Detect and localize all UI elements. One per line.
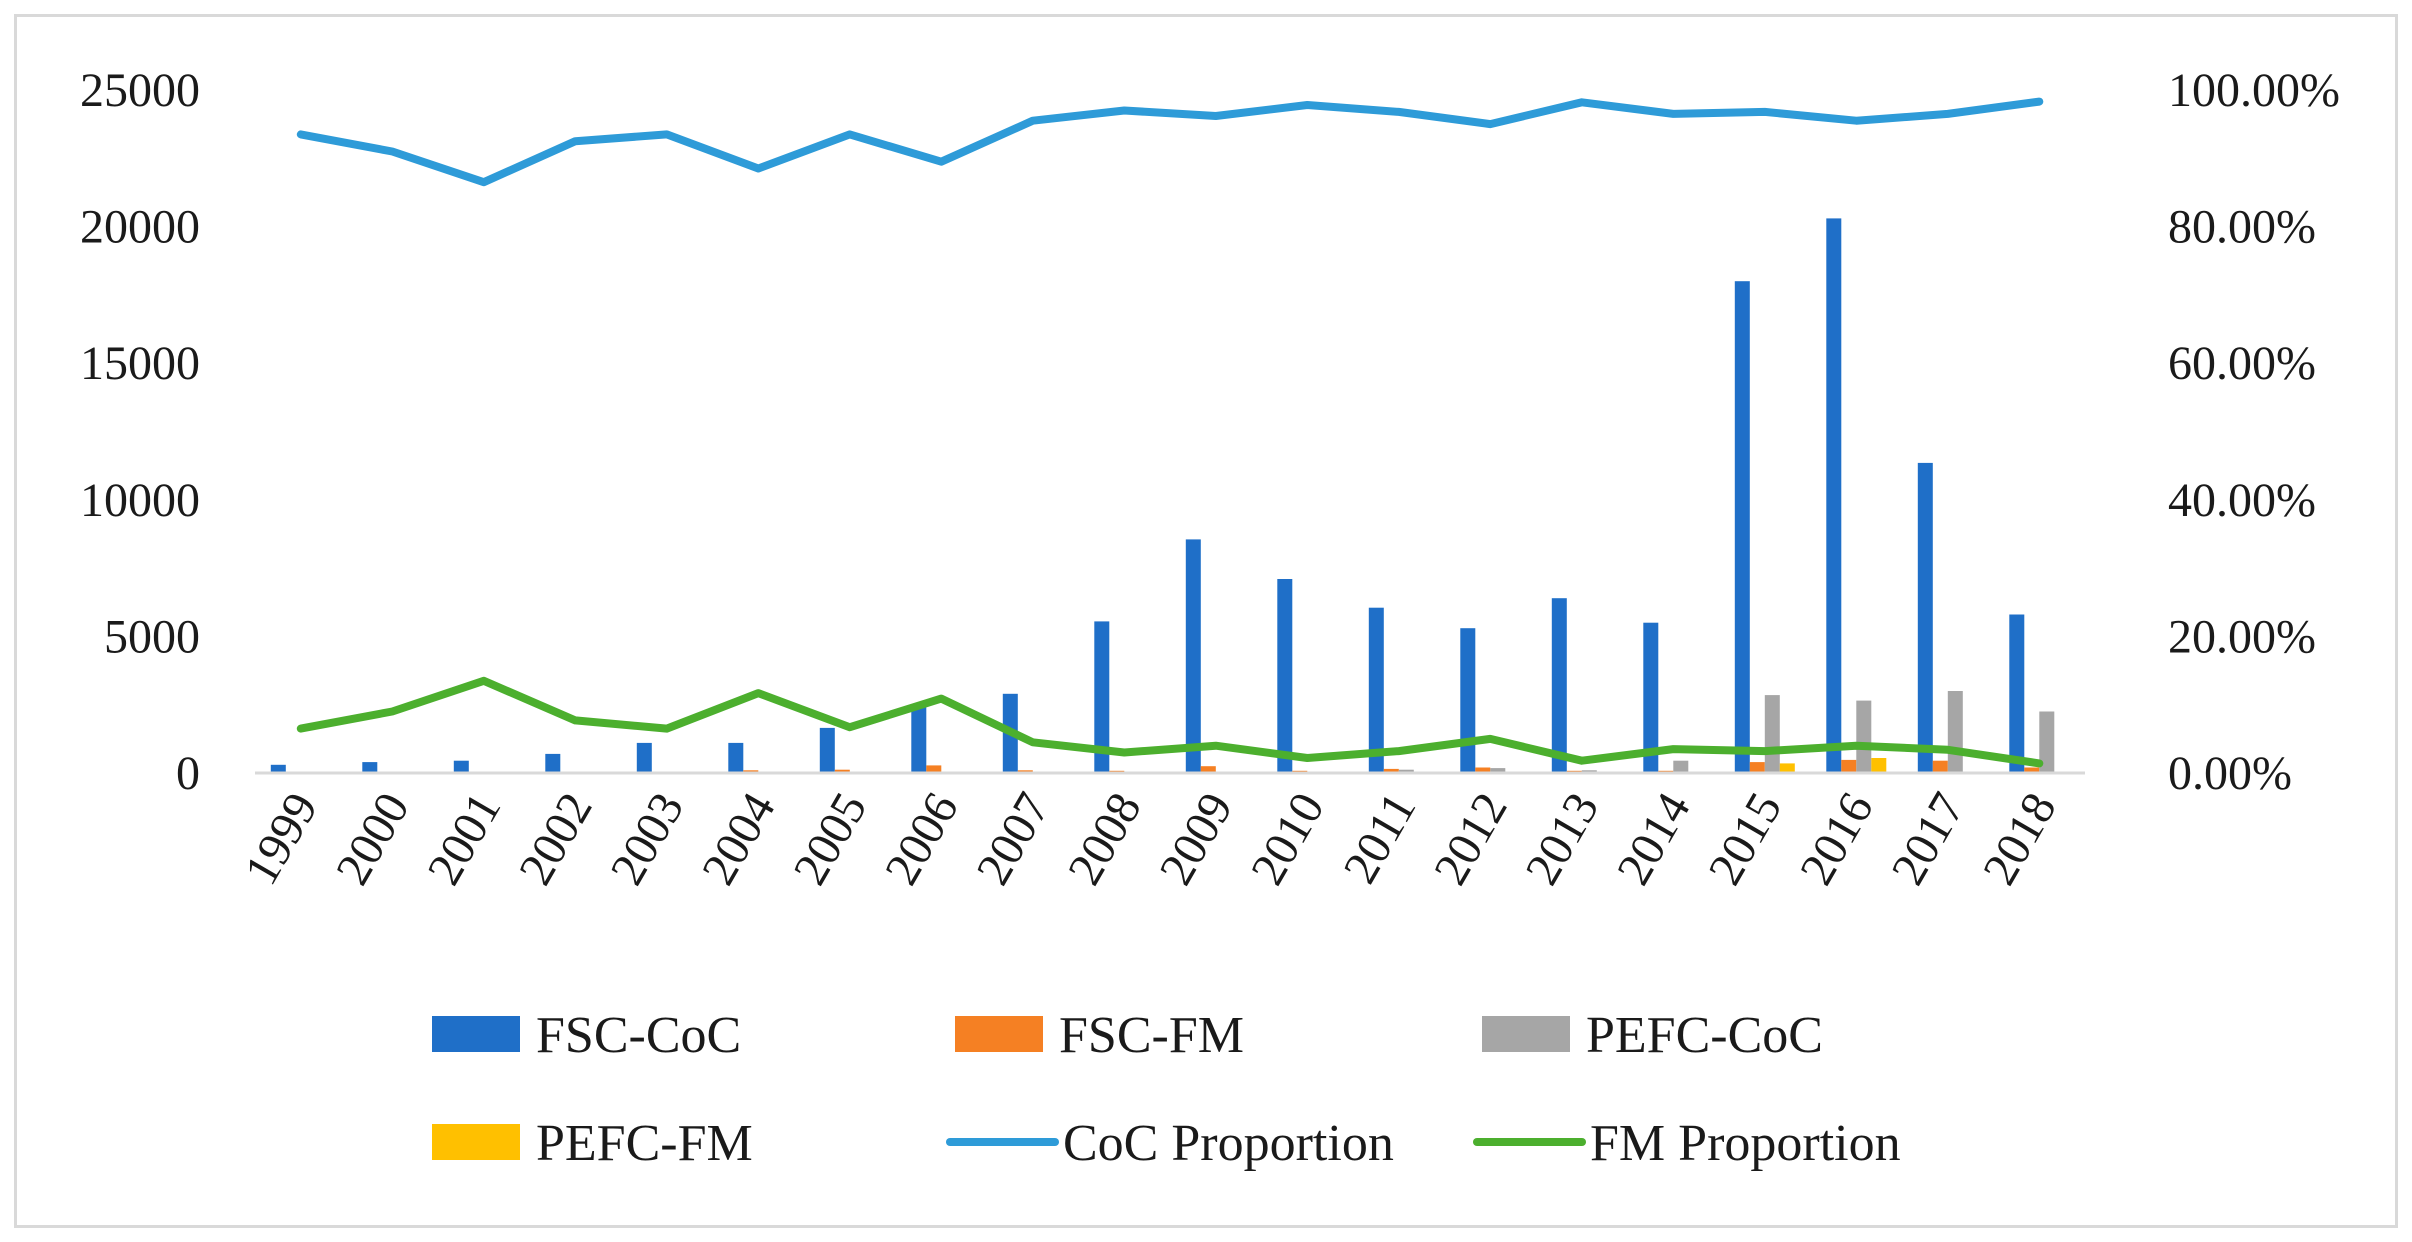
bar-pefc-coc-2016 xyxy=(1856,700,1872,773)
bar-fsc-coc-2010 xyxy=(1277,579,1293,773)
y2-tick-label: 0.00% xyxy=(2168,747,2292,800)
y-tick-label: 10000 xyxy=(80,474,200,527)
bar-fsc-fm-2016 xyxy=(1841,759,1857,773)
y-tick-label: 5000 xyxy=(104,610,200,663)
x-tick-label-2000: 2000 xyxy=(326,784,420,894)
bar-fsc-fm-2005 xyxy=(834,769,850,773)
bar-pefc-coc-2014 xyxy=(1673,760,1689,773)
line-coc-proportion xyxy=(296,97,2044,187)
y-tick-label: 15000 xyxy=(80,337,200,390)
legend-label-fsc-fm: FSC-FM xyxy=(1059,1007,1244,1064)
x-tick-label-2007: 2007 xyxy=(966,784,1060,894)
bar-fsc-coc-2003 xyxy=(636,742,652,773)
x-tick-label-2004: 2004 xyxy=(692,784,786,894)
x-tick-label-2005: 2005 xyxy=(783,784,877,894)
bar-pefc-fm-2015 xyxy=(1779,763,1795,773)
bar-fsc-fm-2006 xyxy=(926,765,942,773)
bar-fsc-coc-2014 xyxy=(1643,622,1659,773)
bar-fsc-coc-2012 xyxy=(1460,628,1476,773)
y-tick-label: 25000 xyxy=(80,64,200,117)
x-tick-label-2003: 2003 xyxy=(600,784,694,894)
x-tick-label-2015: 2015 xyxy=(1698,784,1792,894)
y2-tick-label: 40.00% xyxy=(2168,474,2316,527)
bar-fsc-coc-2016 xyxy=(1826,218,1842,773)
bar-fsc-coc-2000 xyxy=(362,762,378,773)
x-tick-label-2008: 2008 xyxy=(1058,784,1152,894)
legend-swatch-pefc-fm xyxy=(432,1124,520,1160)
legend: FSC-CoC FSC-FM PEFC-CoC PEFC-FM CoC Proporti… xyxy=(432,1007,1901,1172)
bar-fsc-coc-2006 xyxy=(911,707,927,773)
x-tick-label-2014: 2014 xyxy=(1607,784,1701,894)
bar-fsc-coc-1999 xyxy=(270,764,286,773)
lines-layer xyxy=(296,97,2044,768)
legend-label-coc-proportion: CoC Proportion xyxy=(1063,1115,1394,1172)
legend-swatch-fsc-fm xyxy=(955,1016,1043,1052)
bar-fsc-coc-2013 xyxy=(1551,598,1567,773)
x-axis-ticks: 1999200020012002200320042005200620072008… xyxy=(234,784,2066,894)
legend-label-pefc-fm: PEFC-FM xyxy=(536,1115,753,1172)
y2-tick-label: 60.00% xyxy=(2168,337,2316,390)
bar-fsc-fm-2017 xyxy=(1932,760,1948,773)
bar-fsc-coc-2008 xyxy=(1094,621,1110,773)
bar-fsc-coc-2001 xyxy=(453,760,469,773)
y-tick-label: 20000 xyxy=(80,201,200,254)
bar-pefc-coc-2011 xyxy=(1398,769,1414,773)
bars-layer xyxy=(270,218,2055,773)
bar-pefc-fm-2016 xyxy=(1871,758,1887,773)
bar-fsc-coc-2002 xyxy=(545,753,561,773)
bar-fsc-coc-2017 xyxy=(1917,462,1933,773)
bar-fsc-coc-2018 xyxy=(2009,614,2025,773)
y2-axis-ticks: 0.00% 20.00% 40.00% 60.00% 80.00% 100.00% xyxy=(2168,64,2340,800)
y-axis-ticks: 0 5000 10000 15000 20000 25000 xyxy=(80,64,200,800)
x-tick-label-2009: 2009 xyxy=(1149,784,1243,894)
legend-label-fsc-coc: FSC-CoC xyxy=(536,1007,741,1064)
chart-frame xyxy=(14,14,2398,1228)
y2-tick-label: 80.00% xyxy=(2168,201,2316,254)
x-tick-label-2002: 2002 xyxy=(509,784,603,894)
bar-fsc-coc-2015 xyxy=(1734,281,1750,773)
bar-fsc-coc-2005 xyxy=(819,727,835,773)
bar-fsc-coc-2009 xyxy=(1185,539,1201,773)
x-tick-label-2017: 2017 xyxy=(1881,784,1975,894)
legend-label-pefc-coc: PEFC-CoC xyxy=(1586,1007,1823,1064)
bar-fsc-coc-2004 xyxy=(728,742,744,773)
x-tick-label-2016: 2016 xyxy=(1790,784,1884,894)
x-tick-label-2018: 2018 xyxy=(1973,784,2067,894)
bar-fsc-fm-2015 xyxy=(1749,762,1765,773)
y2-tick-label: 20.00% xyxy=(2168,610,2316,663)
bar-pefc-coc-2017 xyxy=(1947,691,1963,773)
legend-swatch-fsc-coc xyxy=(432,1016,520,1052)
y2-tick-label: 100.00% xyxy=(2168,64,2340,117)
bar-pefc-coc-2012 xyxy=(1490,768,1506,773)
bar-fsc-fm-2012 xyxy=(1475,767,1491,773)
bar-fsc-fm-2009 xyxy=(1200,766,1216,773)
legend-swatch-pefc-coc xyxy=(1482,1016,1570,1052)
x-tick-label-2006: 2006 xyxy=(875,784,969,894)
bar-fsc-coc-2011 xyxy=(1368,607,1384,773)
x-tick-label-2011: 2011 xyxy=(1333,784,1426,892)
x-tick-label-1999: 1999 xyxy=(234,784,328,894)
bar-pefc-coc-2015 xyxy=(1764,695,1780,773)
y-tick-label: 0 xyxy=(176,747,200,800)
bar-pefc-coc-2018 xyxy=(2039,711,2055,773)
x-tick-label-2010: 2010 xyxy=(1241,784,1335,894)
bar-fsc-fm-2011 xyxy=(1383,768,1399,773)
x-tick-label-2012: 2012 xyxy=(1424,784,1518,894)
x-tick-label-2001: 2001 xyxy=(417,784,511,894)
bar-fsc-fm-2018 xyxy=(2024,767,2040,773)
legend-label-fm-proportion: FM Proportion xyxy=(1590,1115,1901,1172)
line-fm-proportion xyxy=(296,676,2044,768)
x-tick-label-2013: 2013 xyxy=(1515,784,1609,894)
